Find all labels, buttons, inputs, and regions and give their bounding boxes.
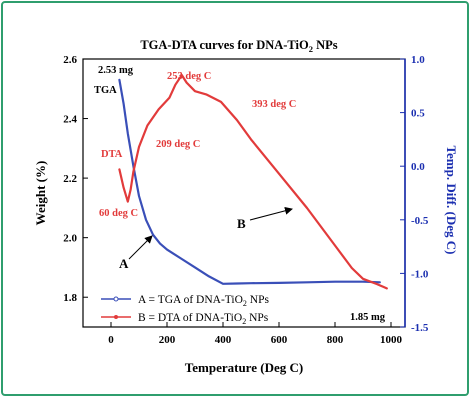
annotation-peak-60: 60 deg C: [99, 208, 138, 219]
annotation-tga-label: TGA: [94, 85, 117, 96]
legend-label-a: A = TGA of DNA-TiO2 NPs: [138, 294, 269, 308]
y-left-tick-label: 2.2: [63, 173, 77, 185]
plot-area: [82, 58, 406, 328]
figure-frame: [1, 1, 469, 396]
pointer-arrow-b: [249, 206, 293, 221]
y-right-tick-label: -1.5: [411, 322, 429, 334]
y-right-tick-label: 0.5: [411, 108, 425, 120]
y-left-tick-label: 2.0: [63, 233, 77, 245]
x-tick-label: 200: [159, 334, 176, 346]
y-right-tick-label: -1.0: [411, 268, 429, 280]
y-axis-left-label: Weight (%): [33, 161, 48, 226]
x-tick-label: 800: [327, 334, 344, 346]
legend-marker-b: [114, 315, 118, 319]
y-axis-right-label: Temp. Diff. (Deg C): [444, 146, 459, 255]
chart-title-tail: NPs: [313, 38, 338, 52]
annotation-peak-253: 253 deg C: [167, 71, 211, 82]
pointer-label-b: B: [237, 216, 246, 231]
x-tick-label: 400: [215, 334, 232, 346]
legend-label-b: B = DTA of DNA-TiO2 NPs: [138, 312, 269, 326]
x-tick-label: 0: [108, 334, 114, 346]
pointer-arrow-a: [128, 235, 153, 260]
x-tick-label: 600: [271, 334, 288, 346]
y-left-tick-label: 1.8: [63, 292, 77, 304]
annotation-tga-start: 2.53 mg: [98, 65, 134, 76]
annotation-tga-end: 1.85 mg: [350, 312, 386, 323]
legend-marker-a: [113, 296, 119, 302]
chart-title-sub: 2: [309, 44, 313, 54]
pointer-label-a: A: [119, 256, 129, 271]
legend: A = TGA of DNA-TiO2 NPs B = DTA of DNA-T…: [101, 294, 269, 326]
chart-title-main: TGA-DTA curves for DNA-TiO: [140, 38, 309, 52]
series-line-dta: [118, 73, 388, 290]
y-right-tick-label: 0.0: [411, 161, 425, 173]
y-left-tick-label: 2.4: [63, 114, 77, 126]
annotation-peak-209: 209 deg C: [156, 139, 200, 150]
chart-title: TGA-DTA curves for DNA-TiO2 NPs: [140, 38, 337, 54]
y-right-tick-label: -0.5: [411, 215, 429, 227]
x-tick-label: 1000: [380, 334, 403, 346]
x-axis-label: Temperature (Deg C): [185, 360, 303, 375]
y-left-tick-label: 2.6: [63, 54, 77, 66]
annotation-peak-393: 393 deg C: [252, 99, 296, 110]
annotation-dta-label: DTA: [101, 149, 123, 160]
y-right-tick-label: 1.0: [411, 54, 425, 66]
